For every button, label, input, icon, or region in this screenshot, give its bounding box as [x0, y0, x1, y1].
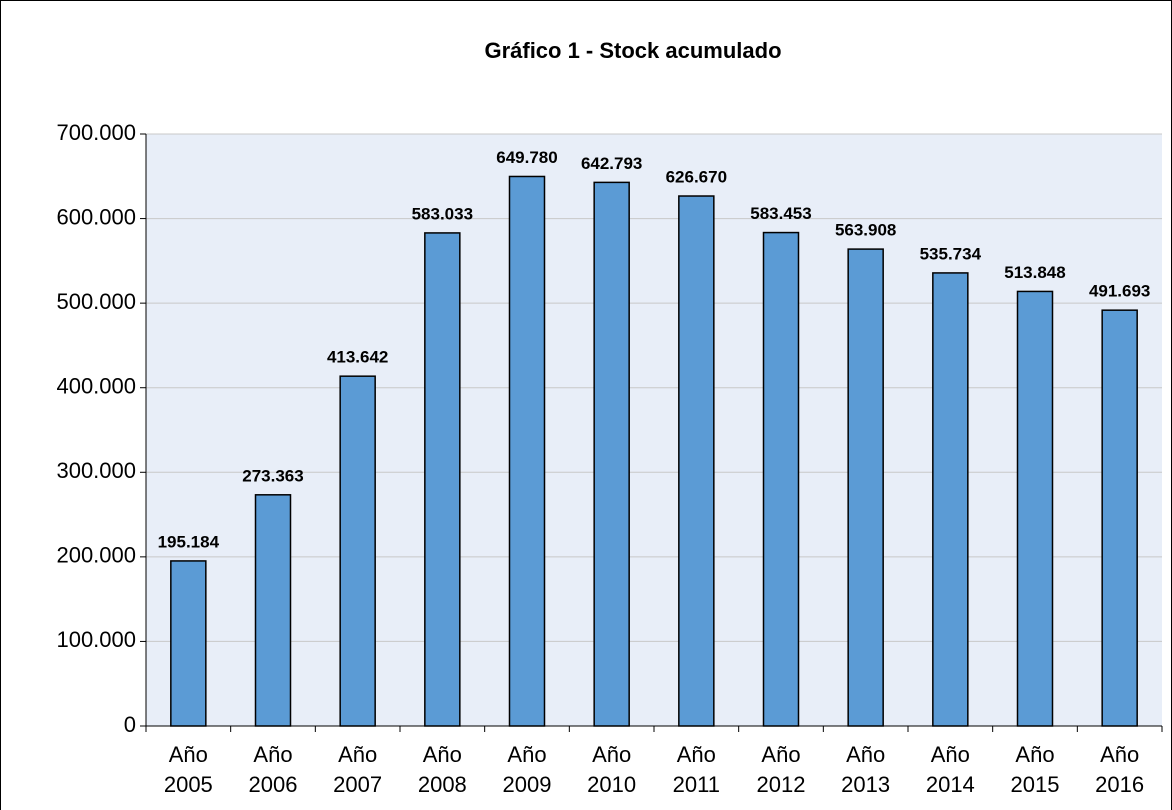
data-label: 535.734 [920, 244, 982, 263]
bar [1101, 309, 1138, 727]
bar [593, 181, 630, 727]
x-tick-label: Año 2005 [163, 742, 213, 797]
x-tick-label: Año 2008 [417, 742, 467, 797]
data-label: 513.848 [1004, 263, 1065, 282]
y-tick-label: 100.000 [56, 627, 136, 652]
bar [170, 560, 207, 727]
y-tick-label: 300.000 [56, 458, 136, 483]
data-label: 583.033 [412, 204, 473, 223]
y-tick-label: 0 [124, 712, 136, 737]
bar [424, 232, 461, 727]
bar [678, 195, 715, 727]
bar [1016, 290, 1054, 727]
x-tick-label: Año 2009 [502, 742, 552, 797]
data-label: 642.793 [581, 154, 642, 173]
y-tick-label: 400.000 [56, 374, 136, 399]
x-tick-label: Año 2010 [587, 742, 637, 797]
y-tick-label: 500.000 [56, 289, 136, 314]
data-label: 273.363 [242, 466, 303, 485]
x-tick-label: Año 2015 [1010, 742, 1060, 797]
y-tick-label: 600.000 [56, 204, 136, 229]
x-tick-label: Año 2007 [333, 742, 383, 797]
chart-title: Gráfico 1 - Stock acumulado [484, 38, 781, 63]
bar [339, 375, 376, 727]
x-tick-label: Año 2014 [925, 742, 975, 797]
data-label: 491.693 [1089, 282, 1150, 301]
bar [254, 494, 292, 727]
x-tick-label: Año 2013 [841, 742, 891, 797]
y-tick-label: 200.000 [56, 543, 136, 568]
bar [762, 231, 800, 727]
x-tick-label: Año 2016 [1095, 742, 1145, 797]
bar [932, 272, 969, 727]
data-label: 195.184 [158, 532, 220, 551]
x-tick-label: Año 2011 [672, 742, 720, 797]
data-label: 649.780 [496, 148, 557, 167]
data-label: 626.670 [666, 168, 727, 187]
y-tick-label: 700.000 [56, 120, 136, 145]
bar [847, 248, 884, 727]
data-label: 563.908 [835, 221, 896, 240]
x-tick-label: Año 2012 [756, 742, 806, 797]
plot-area [146, 134, 1162, 726]
bar [508, 175, 546, 727]
data-label: 413.642 [327, 348, 388, 367]
data-label: 583.453 [750, 204, 811, 223]
x-tick-label: Año 2006 [248, 742, 298, 797]
